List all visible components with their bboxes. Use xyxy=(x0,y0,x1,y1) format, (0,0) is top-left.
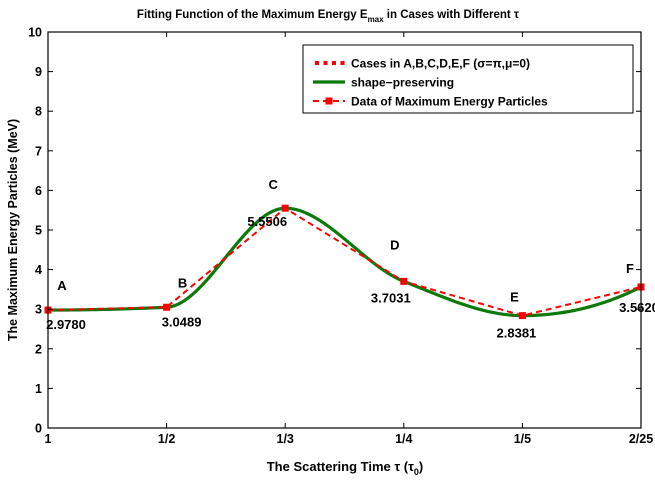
x-axis-label-sub: 0 xyxy=(414,467,419,477)
chart-title: Fitting Function of the Maximum Energy E… xyxy=(137,9,519,24)
point-letter-label: A xyxy=(57,278,67,293)
series-line-data xyxy=(47,206,642,317)
point-value-label: 3.5620 xyxy=(619,300,655,315)
chart-title-main: Fitting Function of the Maximum Energy E xyxy=(137,9,368,21)
y-tick-label: 8 xyxy=(35,105,42,119)
case-point-marker xyxy=(164,305,169,310)
legend-label-data: Data of Maximum Energy Particles xyxy=(351,95,548,109)
case-point-marker xyxy=(283,206,287,210)
legend: Cases in A,B,C,D,E,F (σ=π,μ=0) shape−pres… xyxy=(302,44,634,114)
legend-entry-shape-preserving: shape−preserving xyxy=(313,76,454,90)
legend-label-cases: Cases in A,B,C,D,E,F (σ=π,μ=0) xyxy=(351,57,530,71)
x-tick-label: 1/4 xyxy=(395,432,412,446)
point-letter-label: C xyxy=(269,177,279,192)
y-tick-label: 3 xyxy=(35,303,42,317)
series-line-shape-preserving xyxy=(48,206,642,318)
legend-marker-data xyxy=(325,97,333,105)
legend-marker-cases xyxy=(323,61,328,65)
y-tick-label: 9 xyxy=(35,65,42,79)
x-tick-label: 1/3 xyxy=(277,432,294,446)
x-tick-label: 2/25 xyxy=(629,432,653,446)
point-value-label: 3.0489 xyxy=(162,314,202,329)
point-letter-label: D xyxy=(390,237,399,252)
y-tick-label: 2 xyxy=(35,342,42,356)
plot-frame xyxy=(47,31,642,429)
x-axis-label-rest: ) xyxy=(419,459,423,474)
legend-marker-cases xyxy=(332,61,336,65)
case-point-marker xyxy=(402,279,406,284)
y-tick-label: 4 xyxy=(35,263,42,277)
y-tick-label: 1 xyxy=(35,382,42,396)
case-point-marker xyxy=(520,313,525,318)
x-axis-label: The Scattering Time τ (τ0) xyxy=(267,459,424,477)
y-tick-label: 7 xyxy=(35,144,42,158)
point-value-label: 3.7031 xyxy=(371,290,411,305)
label-layer: A 2.9780 B 3.0489 C 5.5506 D 3.7031 E 2.8381 F 3.56… xyxy=(46,177,655,340)
y-tick-label: 0 xyxy=(35,422,42,436)
chart-title-sub: max xyxy=(368,15,385,24)
x-tick-label: 1/5 xyxy=(514,432,531,446)
legend-entry-cases: Cases in A,B,C,D,E,F (σ=π,μ=0) xyxy=(315,57,530,71)
point-letter-label: F xyxy=(626,261,634,276)
legend-marker-cases xyxy=(315,61,319,65)
legend-marker-cases xyxy=(340,61,345,65)
x-tick-label: 1 xyxy=(45,432,52,446)
point-letter-label: B xyxy=(178,275,187,290)
legend-label-shape-preserving: shape−preserving xyxy=(351,76,454,90)
chart-title-rest: in Cases with Different τ xyxy=(384,9,520,21)
y-tick-label: 10 xyxy=(28,26,42,40)
y-tick-label: 6 xyxy=(35,184,42,198)
y-tick-label: 5 xyxy=(35,224,42,238)
legend-box xyxy=(302,44,634,114)
point-letter-label: E xyxy=(510,290,519,305)
x-axis-label-main: The Scattering Time τ (τ xyxy=(267,459,414,474)
legend-entry-data: Data of Maximum Energy Particles xyxy=(313,95,548,109)
point-value-label: 2.8381 xyxy=(497,326,537,341)
point-value-label: 5.5506 xyxy=(247,214,287,229)
x-tick-label: 1/2 xyxy=(158,432,175,446)
point-value-label: 2.9780 xyxy=(46,317,86,332)
y-axis-label: The Maximum Energy Particles (MeV) xyxy=(6,119,20,341)
